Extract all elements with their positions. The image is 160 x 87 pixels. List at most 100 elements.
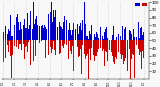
Bar <box>77 40 78 47</box>
Bar <box>122 26 123 40</box>
Bar <box>104 40 105 66</box>
Bar <box>134 40 135 78</box>
Bar <box>69 40 70 41</box>
Bar <box>112 35 113 40</box>
Bar <box>17 14 18 40</box>
Bar <box>8 29 9 40</box>
Bar <box>141 40 142 69</box>
Bar <box>130 40 131 79</box>
Bar <box>142 40 143 51</box>
Bar <box>135 33 136 40</box>
Bar <box>85 24 86 40</box>
Bar <box>102 40 103 51</box>
Bar <box>141 27 142 40</box>
Bar <box>138 40 139 49</box>
Bar <box>97 34 98 40</box>
Bar <box>118 40 119 52</box>
Bar <box>114 40 115 64</box>
Bar <box>40 40 41 51</box>
Bar <box>135 3 140 6</box>
Bar <box>116 37 117 40</box>
Bar <box>9 31 10 40</box>
Bar <box>129 30 130 40</box>
Bar <box>107 40 108 61</box>
Bar <box>97 40 98 52</box>
Bar <box>28 29 29 40</box>
Bar <box>64 40 65 44</box>
Bar <box>83 40 84 51</box>
Bar <box>41 40 42 41</box>
Bar <box>25 40 26 47</box>
Bar <box>5 26 6 40</box>
Bar <box>4 40 5 56</box>
Bar <box>31 9 32 40</box>
Bar <box>90 40 91 60</box>
Bar <box>24 40 25 59</box>
Bar <box>129 40 130 49</box>
Bar <box>76 40 77 47</box>
Bar <box>86 40 87 56</box>
Bar <box>113 26 114 40</box>
Bar <box>30 11 31 40</box>
Bar <box>106 40 107 52</box>
Bar <box>134 37 135 40</box>
Bar <box>55 10 56 40</box>
Bar <box>138 22 139 40</box>
Bar <box>109 40 110 50</box>
Bar <box>52 22 53 40</box>
Bar <box>61 27 62 40</box>
Bar <box>68 30 69 40</box>
Bar <box>131 34 132 40</box>
Bar <box>98 38 99 40</box>
Bar <box>78 33 79 40</box>
Bar <box>10 15 11 40</box>
Bar <box>48 40 49 55</box>
Bar <box>96 32 97 40</box>
Bar <box>33 2 34 40</box>
Bar <box>23 40 24 44</box>
Bar <box>86 36 87 40</box>
Bar <box>92 32 93 40</box>
Bar <box>84 2 85 40</box>
Bar <box>99 32 100 40</box>
Bar <box>66 20 67 40</box>
Bar <box>79 26 80 40</box>
Bar <box>143 32 144 40</box>
Bar <box>120 36 121 40</box>
Bar <box>78 40 79 57</box>
Bar <box>95 40 96 56</box>
Bar <box>38 16 39 40</box>
Bar <box>7 40 8 45</box>
Bar <box>39 26 40 40</box>
Bar <box>113 40 114 62</box>
Bar <box>92 40 93 50</box>
Bar <box>14 40 15 46</box>
Bar <box>64 16 65 40</box>
Bar <box>59 22 60 40</box>
Bar <box>4 34 5 40</box>
Bar <box>11 36 12 40</box>
Bar <box>71 40 72 54</box>
Bar <box>53 10 54 40</box>
Bar <box>14 25 15 40</box>
Bar <box>62 29 63 40</box>
Bar <box>77 24 78 40</box>
Bar <box>80 40 81 49</box>
Bar <box>125 40 126 58</box>
Bar <box>48 14 49 40</box>
Bar <box>83 31 84 40</box>
Bar <box>136 37 137 40</box>
Bar <box>54 40 55 50</box>
Bar <box>82 40 83 45</box>
Bar <box>112 40 113 56</box>
Bar <box>132 40 133 54</box>
Bar <box>26 40 27 46</box>
Bar <box>12 36 13 40</box>
Bar <box>31 40 32 45</box>
Bar <box>8 40 9 52</box>
Bar <box>143 40 144 58</box>
Bar <box>23 25 24 40</box>
Bar <box>68 40 69 59</box>
Bar <box>3 40 4 62</box>
Bar <box>55 40 56 55</box>
